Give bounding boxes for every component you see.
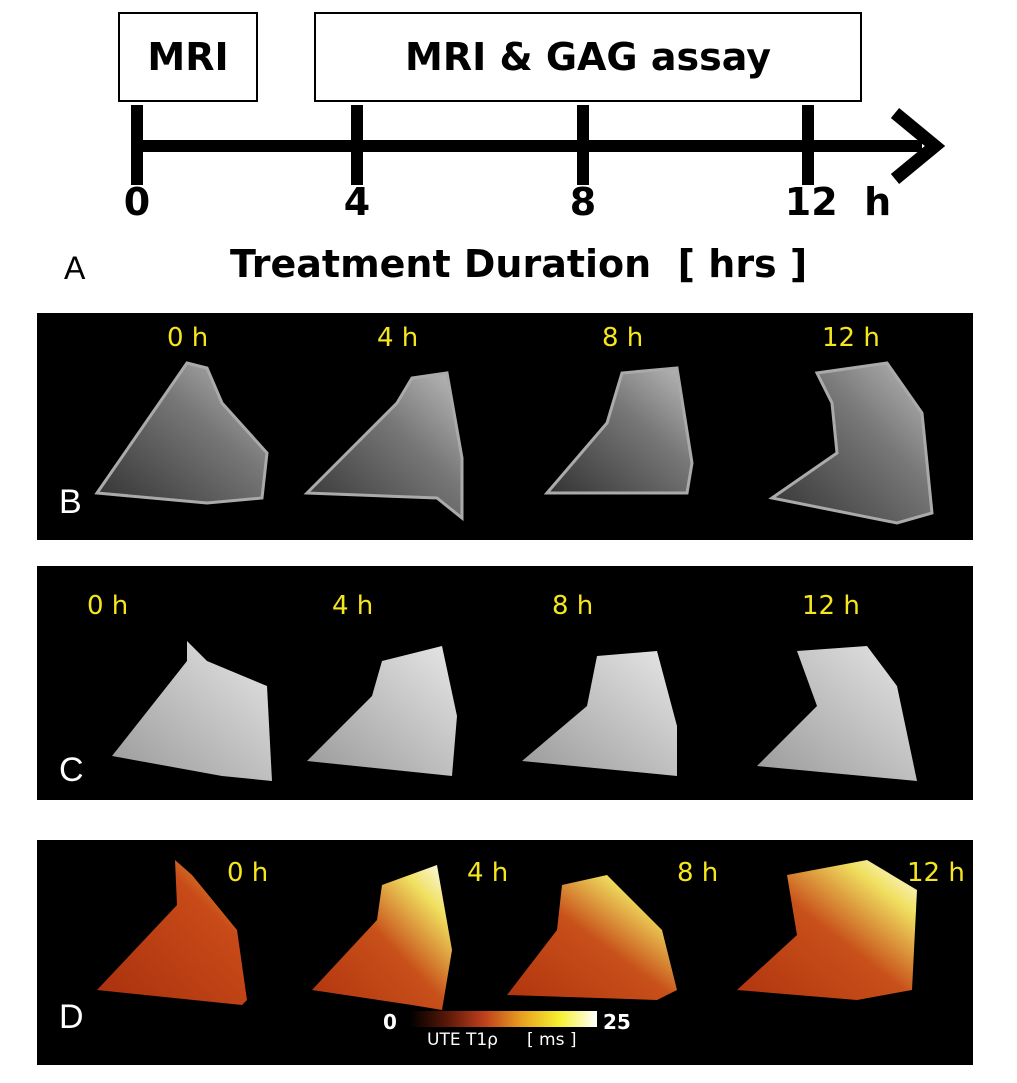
slice-c-12h <box>757 646 917 781</box>
colorbar-label: UTE T1ρ <box>427 1030 498 1050</box>
colorbar-max: 25 <box>603 1010 631 1034</box>
colorbar-min: 0 <box>383 1010 397 1034</box>
time-b-8h: 8 h <box>602 323 644 353</box>
time-b-12h: 12 h <box>822 323 880 353</box>
tick-12 <box>802 105 814 185</box>
slice-b-12h <box>768 361 934 525</box>
panel-label-b: B <box>59 483 82 521</box>
slice-b-4h <box>303 371 464 522</box>
tick-label-12: 12 h <box>784 180 892 224</box>
tick-label-8: 8 <box>569 180 597 224</box>
time-b-4h: 4 h <box>377 323 419 353</box>
slice-c-8h <box>522 651 677 776</box>
time-b-0h: 0 h <box>167 323 209 353</box>
slice-b-8h <box>543 366 694 495</box>
time-d-0h: 0 h <box>227 858 269 888</box>
colorbar <box>410 1011 597 1027</box>
mri-gag-assay-box: MRI & GAG assay <box>314 12 862 102</box>
tick-8 <box>577 105 589 185</box>
slice-c-0h <box>112 641 272 781</box>
panel-b-images: 0 h 4 h 8 h 12 h B <box>37 313 973 540</box>
tick-label-0: 0 <box>123 180 151 224</box>
tick-label-4: 4 <box>343 180 371 224</box>
axis-title: Treatment Duration [ hrs ] <box>230 242 808 286</box>
time-d-8h: 8 h <box>677 858 719 888</box>
slice-b-0h <box>94 361 269 505</box>
time-d-12h: 12 h <box>907 858 965 888</box>
slice-c-4h <box>307 646 457 776</box>
time-d-4h: 4 h <box>467 858 509 888</box>
time-c-8h: 8 h <box>552 591 594 621</box>
panel-label-c: C <box>59 751 84 789</box>
panel-c-images: 0 h 4 h 8 h 12 h C <box>37 566 973 800</box>
panel-label-d: D <box>59 998 84 1036</box>
tick-0 <box>131 105 143 185</box>
time-c-0h: 0 h <box>87 591 129 621</box>
colorbar-unit: [ ms ] <box>527 1030 577 1050</box>
panel-label-a: A <box>64 250 86 286</box>
time-c-4h: 4 h <box>332 591 374 621</box>
slice-d-4h <box>312 865 452 1010</box>
slice-d-12h <box>737 860 917 1000</box>
tick-4 <box>351 105 363 185</box>
panel-d-images: 0 h 4 h 8 h 12 h D 0 25 UTE T1ρ [ ms ] <box>37 840 973 1065</box>
timeline-axis <box>132 140 922 152</box>
slice-d-8h <box>507 875 677 1000</box>
time-c-12h: 12 h <box>802 591 860 621</box>
mri-box: MRI <box>118 12 258 102</box>
slice-d-0h <box>97 860 247 1005</box>
